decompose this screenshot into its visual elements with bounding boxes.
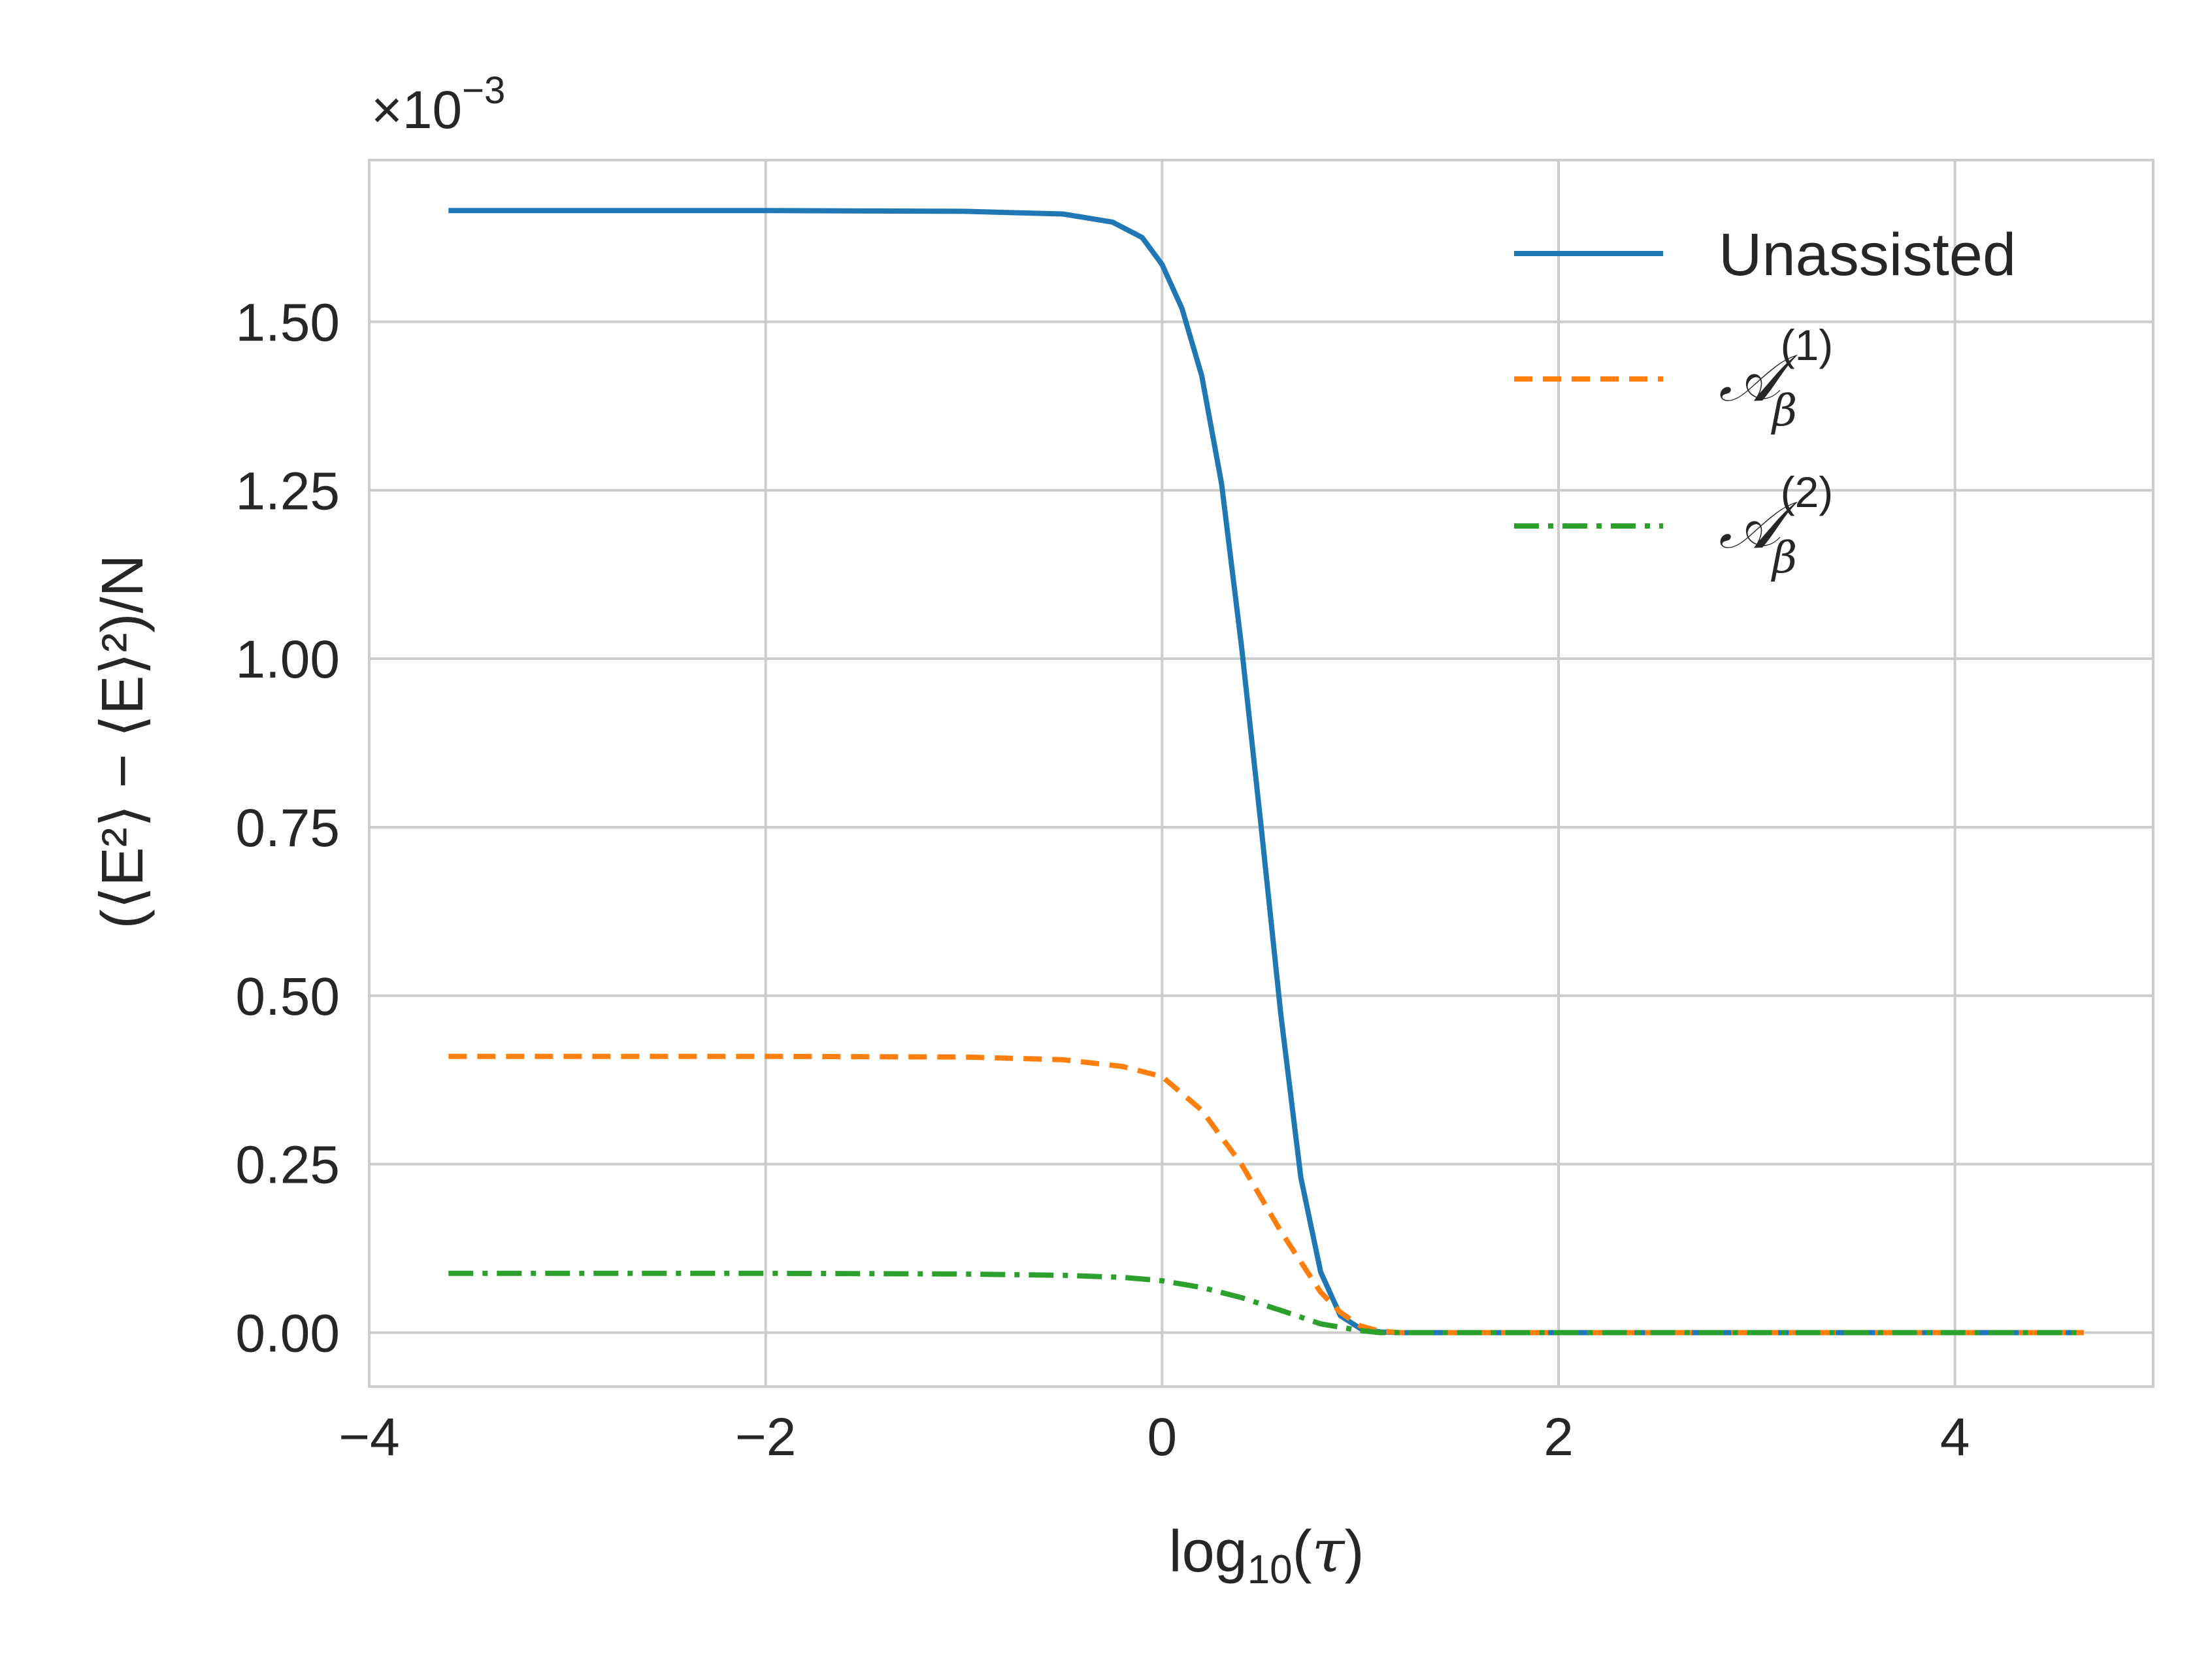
y-offset-base: ×10 bbox=[371, 80, 462, 140]
x-axis-label-base: log bbox=[1169, 1519, 1247, 1585]
x-tick-label: −4 bbox=[338, 1407, 400, 1467]
legend-label-subscript: β bbox=[1770, 386, 1797, 436]
y-tick-label: 1.00 bbox=[235, 630, 340, 689]
x-tick-label: 2 bbox=[1543, 1407, 1574, 1467]
x-axis-label-subscript: 10 bbox=[1247, 1547, 1293, 1592]
series-lines bbox=[448, 208, 2084, 1336]
x-axis-label-paren-open: ( bbox=[1293, 1519, 1312, 1585]
y-tick-label: 1.50 bbox=[235, 293, 340, 353]
legend-label-superscript: (1) bbox=[1781, 321, 1834, 369]
y-tick-label: 0.00 bbox=[235, 1304, 340, 1363]
y-axis-label: (⟨E²⟩ − ⟨E⟩²)/N bbox=[90, 555, 156, 929]
x-tick-label: 0 bbox=[1147, 1407, 1178, 1467]
grid-lines bbox=[368, 160, 2153, 1387]
y-tick-label: 0.25 bbox=[235, 1136, 340, 1195]
plot-frame bbox=[368, 159, 2154, 1388]
y-tick-label: 1.25 bbox=[235, 461, 340, 521]
plot-area bbox=[369, 160, 2153, 1387]
y-tick-label: 0.75 bbox=[235, 798, 340, 858]
legend-label-subscript: β bbox=[1770, 533, 1797, 583]
y-offset-exponent: −3 bbox=[462, 69, 505, 112]
x-tick-label: −2 bbox=[735, 1407, 797, 1467]
x-axis-label-arg: τ bbox=[1312, 1517, 1345, 1586]
y-offset-text: ×10−3 bbox=[371, 69, 505, 140]
x-axis-label: log10(τ) bbox=[1169, 1517, 1364, 1592]
y-tick-labels: 0.00 0.25 0.50 0.75 1.00 1.25 1.50 bbox=[235, 293, 340, 1364]
x-tick-label: 4 bbox=[1940, 1407, 1970, 1467]
legend-label-1: Unassisted bbox=[1719, 222, 2016, 288]
legend-label-superscript: (2) bbox=[1781, 468, 1834, 516]
y-tick-label: 0.50 bbox=[235, 967, 340, 1027]
x-tick-labels: −4 −2 0 2 4 bbox=[338, 1407, 1970, 1467]
x-axis-label-paren-close: ) bbox=[1344, 1519, 1364, 1585]
series-line-3 bbox=[448, 1270, 2084, 1336]
